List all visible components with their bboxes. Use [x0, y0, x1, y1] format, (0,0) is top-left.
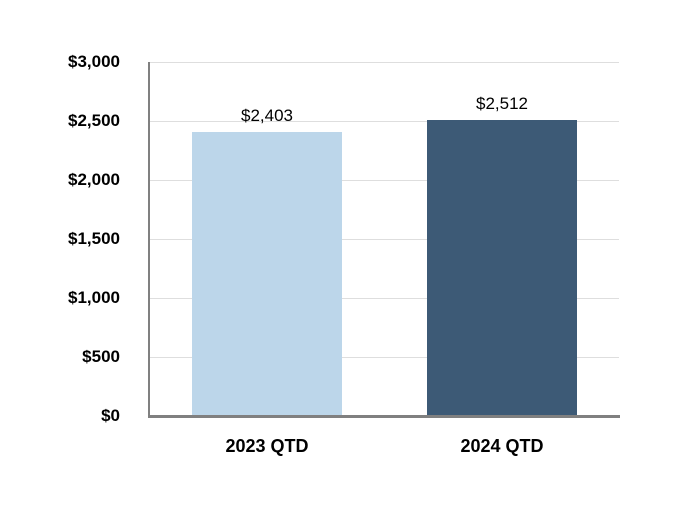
gridline [149, 62, 619, 63]
bar-2024-qtd [427, 120, 577, 416]
bar-value-label: $2,512 [476, 94, 528, 113]
bar-2023-qtd [192, 132, 342, 416]
gridline [149, 121, 619, 122]
gridline [149, 357, 619, 358]
y-axis-tick-label: $1,500 [68, 229, 120, 248]
y-axis-tick-label: $3,000 [68, 52, 120, 71]
x-axis-line [148, 415, 620, 418]
x-axis-category-label: 2023 QTD [225, 436, 309, 456]
gridline [149, 298, 619, 299]
x-axis-category-label: 2024 QTD [460, 436, 544, 456]
gridline [149, 180, 619, 181]
y-axis-line [148, 62, 150, 417]
y-axis-tick-label: $0 [101, 406, 120, 425]
y-axis-tick-label: $2,500 [68, 111, 120, 130]
y-axis-tick-label: $1,000 [68, 288, 120, 307]
bar-value-label: $2,403 [241, 106, 293, 125]
plot-area [149, 62, 619, 416]
gridline [149, 239, 619, 240]
y-axis-tick-label: $2,000 [68, 170, 120, 189]
y-axis-tick-label: $500 [82, 347, 120, 366]
